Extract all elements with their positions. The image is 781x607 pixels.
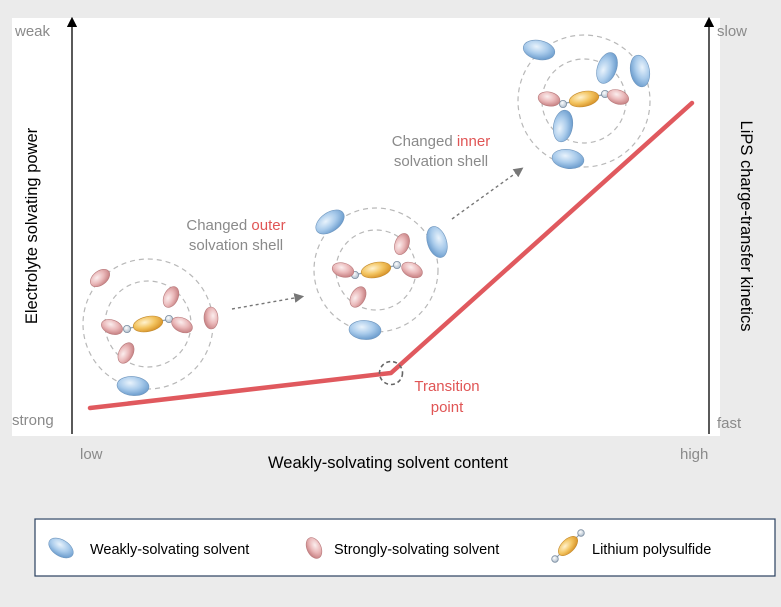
right-axis-bottom-label: fast — [717, 415, 742, 432]
x-axis-title: Weakly-solvating solvent content — [268, 454, 508, 472]
inner-shell-arrow — [451, 167, 524, 220]
solvation-cluster-mixed — [311, 204, 452, 341]
inner-shell-annotation-line1: Changed inner — [392, 133, 490, 150]
outer-shell-ring — [517, 34, 651, 168]
solvation-cluster-strong — [82, 258, 219, 398]
x-axis-high-label: high — [680, 446, 708, 463]
transition-label-line2: point — [431, 399, 464, 416]
left-axis-bottom-label: strong — [12, 412, 54, 429]
left-axis-top-label: weak — [14, 23, 51, 40]
transition-label-line1: Transition — [414, 378, 479, 395]
right-axis-title: LiPS charge-transfer kinetics — [737, 121, 755, 332]
outer-shell-ring — [313, 207, 439, 333]
legend-panel-bg — [35, 518, 775, 576]
x-axis-low-label: low — [80, 446, 103, 463]
legend-frame — [34, 518, 776, 577]
right-axis-top-label: slow — [717, 23, 747, 40]
legend-strong-solvent-label: Strongly-solvating solvent — [334, 542, 499, 558]
diagram-panel — [12, 18, 720, 436]
outer-shell-annotation-line1: Changed outer — [186, 217, 285, 234]
legend-polysulfide-icon — [551, 529, 585, 563]
trend-line — [87, 100, 695, 411]
axes — [66, 16, 715, 434]
legend: Weakly-solvating solvent Strongly-solvat… — [34, 518, 776, 577]
outer-shell-annotation-line2: solvation shell — [189, 237, 283, 254]
legend-polysulfide-label: Lithium polysulfide — [592, 542, 711, 558]
transition-point-marker — [378, 360, 404, 386]
legend-weak-solvent-label: Weakly-solvating solvent — [90, 542, 249, 558]
solvation-cluster-weak — [517, 34, 653, 171]
inner-shell-annotation-line2: solvation shell — [394, 153, 488, 170]
left-axis-title: Electrolyte solvating power — [23, 127, 41, 324]
